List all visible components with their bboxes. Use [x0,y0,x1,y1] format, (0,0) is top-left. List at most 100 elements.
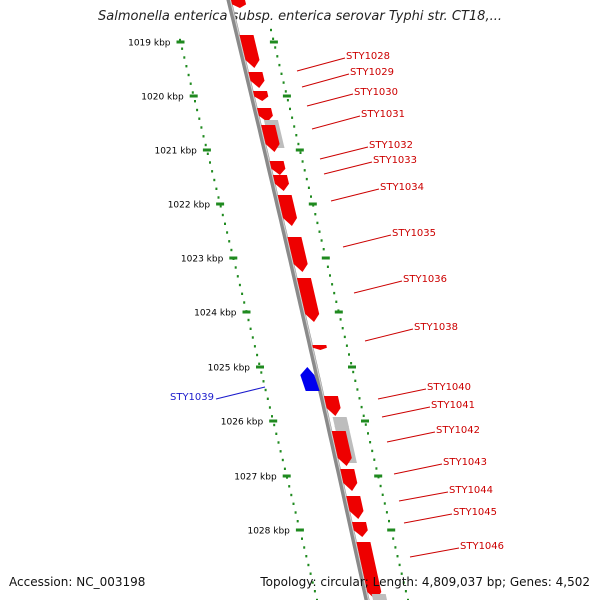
forward-gene-arrow[interactable] [296,278,320,322]
gene-label-sty1030[interactable]: STY1030 [354,87,398,98]
right-scale-dot [282,81,285,84]
accession-text: Accession: NC_003198 [9,575,146,589]
gene-label-sty1038[interactable]: STY1038 [414,322,458,333]
right-scale-dot [356,388,359,391]
gene-label-sty1040[interactable]: STY1040 [427,382,471,393]
gene-leader-line [311,115,361,130]
left-scale-dot [224,222,226,225]
topology-text: Topology: circular; Length: 4,809,037 bp… [260,575,590,589]
scale-tick [374,474,383,478]
left-scale-dot [236,275,239,278]
right-scale-dot [360,405,363,409]
left-scale-dot [256,353,259,357]
forward-gene-arrow[interactable] [272,175,289,191]
left-scale-dot [262,380,265,383]
scale-tick [176,40,185,44]
backbone-line [226,0,370,600]
gray-feature-block[interactable] [332,417,349,427]
right-scale-dot [348,353,350,356]
kbp-tick-label: 1028 kbp [247,527,290,537]
forward-gene-arrow[interactable] [269,161,286,175]
right-scale-dot [278,63,281,67]
gene-label-sty1035[interactable]: STY1035 [392,228,436,239]
right-scale-dot [314,213,317,216]
left-scale-dot [281,458,284,462]
kbp-tick-label: 1023 kbp [181,255,224,265]
right-scale-dot [404,590,407,593]
reverse-gene-arrow[interactable] [300,367,320,391]
scale-tick [282,94,291,98]
scale-tick [321,256,330,260]
left-scale-dot [268,406,271,409]
gene-leader-line [301,73,350,88]
gene-label-sty1028[interactable]: STY1028 [346,51,390,62]
left-scale-dot [313,590,316,593]
right-scale-dot [394,546,397,549]
forward-gene-arrow[interactable] [239,35,260,68]
left-scale-dot [273,423,276,427]
forward-gene-arrow[interactable] [248,72,265,88]
gene-label-sty1044[interactable]: STY1044 [449,485,493,496]
right-scale-dot [307,186,310,189]
gene-label-sty1042[interactable]: STY1042 [436,425,480,436]
right-scale-dot [350,362,353,365]
gene-label-sty1031[interactable]: STY1031 [361,109,405,120]
gene-label-sty1045[interactable]: STY1045 [453,507,497,518]
gene-leader-line [353,280,403,294]
forward-gene-arrow[interactable] [323,396,341,416]
right-scale-dot [289,107,291,111]
right-scale-dot [335,300,338,303]
right-scale-dot [331,283,334,286]
right-scale-dot [352,370,355,374]
gene-label-sty1034[interactable]: STY1034 [380,182,424,193]
left-scale-dot [181,47,184,50]
forward-gene-arrow[interactable] [261,125,280,152]
scale-tick [189,94,198,98]
gray-feature-block[interactable] [371,594,387,600]
left-scale-dot [228,240,231,243]
forward-gene-arrow[interactable] [257,108,273,122]
gene-label-sty1041[interactable]: STY1041 [431,400,475,411]
right-scale-dot [371,449,374,453]
scale-tick [242,310,251,314]
gene-leader-line [393,463,443,475]
left-scale-dot [301,537,303,540]
forward-gene-arrow[interactable] [287,237,308,272]
forward-gene-arrow[interactable] [253,91,269,101]
right-scale-dot [272,37,275,40]
gene-label-sty1043[interactable]: STY1043 [443,457,487,468]
forward-gene-arrow[interactable] [352,522,368,537]
right-scale-dot [381,493,384,496]
left-scale-dot [247,318,250,322]
left-scale-dot [189,82,192,85]
right-scale-dot [291,116,294,119]
gene-label-sty1039[interactable]: STY1039 [170,392,214,403]
forward-gene-arrow[interactable] [231,0,247,8]
left-scale-dot [187,73,190,77]
right-scale-dot [375,467,378,470]
left-scale-dot [209,161,211,164]
forward-gene-arrow[interactable] [340,469,358,491]
right-scale-dot [369,441,372,444]
left-scale-dot [279,450,282,453]
forward-gene-arrow[interactable] [346,496,364,519]
gene-label-sty1032[interactable]: STY1032 [369,140,413,151]
forward-gene-arrow[interactable] [356,542,382,600]
gene-label-sty1046[interactable]: STY1046 [460,541,504,552]
gene-label-sty1036[interactable]: STY1036 [403,274,447,285]
left-scale-dot [219,205,222,208]
right-scale-dot [364,423,367,426]
left-scale-dot [303,546,306,549]
kbp-tick-label: 1022 kbp [168,201,211,211]
right-scale-dot [326,265,329,268]
forward-gene-arrow[interactable] [331,431,352,466]
forward-gene-arrow[interactable] [277,195,297,226]
left-scale-dot [283,467,286,470]
right-scale-dot [297,142,300,146]
gene-leader-line [403,513,453,524]
gene-label-sty1029[interactable]: STY1029 [350,67,394,78]
left-scale-dot [275,432,278,435]
forward-gene-arrow[interactable] [312,345,327,350]
gene-label-sty1033[interactable]: STY1033 [373,155,417,166]
